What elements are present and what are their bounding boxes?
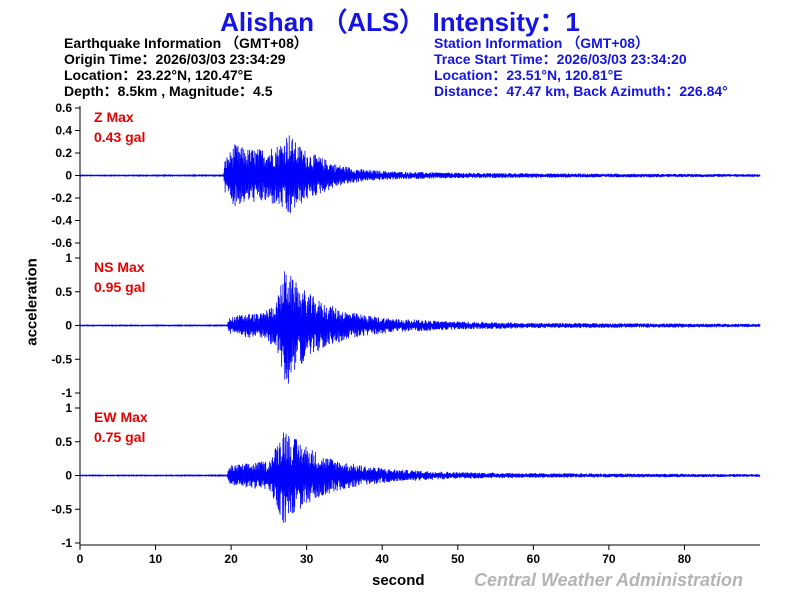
x-tick-label: 20 — [224, 552, 238, 566]
station-info-header: Station Information （GMT+08） — [434, 35, 650, 51]
max-value-ew: 0.75 gal — [94, 429, 145, 445]
max-value-ns: 0.95 gal — [94, 279, 145, 295]
x-axis-label: second — [372, 572, 425, 589]
y-tick-label-z: -0.4 — [51, 214, 72, 228]
x-tick-label: 80 — [678, 552, 692, 566]
y-axis-label: acceleration — [23, 258, 41, 346]
y-tick-label-ew: 1 — [65, 401, 72, 415]
max-value-z: 0.43 gal — [94, 129, 145, 145]
origin-time: Origin Time：2026/03/03 23:34:29 — [64, 51, 286, 67]
x-tick-label: 70 — [602, 552, 616, 566]
credit-text: Central Weather Administration — [474, 570, 744, 590]
earthquake-info-header: Earthquake Information （GMT+08） — [64, 35, 308, 51]
y-tick-label-z: 0.4 — [55, 124, 72, 138]
y-tick-label-ns: 0.5 — [55, 285, 72, 299]
distance-azimuth: Distance：47.47 km, Back Azimuth：226.84° — [434, 83, 728, 99]
y-tick-label-ns: -0.5 — [51, 352, 72, 366]
x-tick-label: 60 — [527, 552, 541, 566]
x-tick-label: 0 — [77, 552, 84, 566]
y-tick-label-z: -0.6 — [51, 236, 72, 250]
y-tick-label-ns: 1 — [65, 251, 72, 265]
epicenter-location: Location：23.22°N, 120.47°E — [64, 67, 253, 83]
y-tick-label-ew: -1 — [61, 536, 72, 550]
y-tick-label-z: 0.6 — [55, 101, 72, 115]
waveform-z — [79, 135, 761, 214]
y-tick-label-ns: -1 — [61, 386, 72, 400]
y-tick-label-z: -0.2 — [51, 191, 72, 205]
trace-start-time: Trace Start Time：2026/03/03 23:34:20 — [434, 51, 687, 67]
y-tick-label-ns: 0 — [65, 319, 72, 333]
x-tick-label: 40 — [376, 552, 390, 566]
page-title: Alishan （ALS） Intensity：1 — [220, 7, 580, 37]
x-tick-label: 50 — [451, 552, 465, 566]
earthquake-info: Earthquake Information （GMT+08） Origin T… — [64, 35, 308, 99]
waveform-ns — [79, 271, 761, 384]
max-label-z: Z Max — [94, 109, 134, 125]
depth-magnitude: Depth：8.5km , Magnitude：4.5 — [64, 83, 273, 99]
waveform-ew — [79, 432, 761, 523]
y-tick-label-z: 0.2 — [55, 146, 72, 160]
station-info: Station Information （GMT+08） Trace Start… — [434, 35, 728, 99]
y-tick-label-ew: 0.5 — [55, 435, 72, 449]
station-location: Location：23.51°N, 120.81°E — [434, 67, 623, 83]
y-tick-label-ew: 0 — [65, 469, 72, 483]
x-tick-label: 30 — [300, 552, 314, 566]
y-tick-label-z: 0 — [65, 169, 72, 183]
max-label-ew: EW Max — [94, 409, 148, 425]
x-tick-label: 10 — [149, 552, 163, 566]
y-tick-label-ew: -0.5 — [51, 502, 72, 516]
max-label-ns: NS Max — [94, 259, 145, 275]
